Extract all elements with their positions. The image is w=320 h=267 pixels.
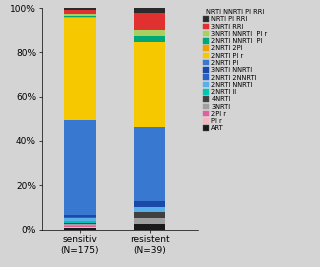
Legend: NRTI PI RRI, 3NRTI RRI, 3NRTI NNRTI  PI r, 2NRTI NNRTI  PI, 2NRTI 2PI, 2NRTI PI : NRTI PI RRI, 3NRTI RRI, 3NRTI NNRTI PI r… bbox=[203, 9, 268, 131]
Bar bbox=[134, 13, 165, 30]
Bar bbox=[134, 201, 165, 207]
Bar bbox=[134, 7, 165, 13]
Bar bbox=[134, 212, 165, 218]
Bar bbox=[64, 120, 96, 215]
Bar bbox=[64, 215, 96, 217]
Bar bbox=[134, 218, 165, 224]
Bar bbox=[134, 127, 165, 201]
Bar bbox=[64, 18, 96, 120]
Bar bbox=[134, 207, 165, 212]
Bar bbox=[134, 42, 165, 127]
Bar bbox=[64, 218, 96, 221]
Bar bbox=[64, 10, 96, 14]
Bar bbox=[64, 221, 96, 223]
Bar bbox=[64, 8, 96, 10]
Bar bbox=[134, 30, 165, 36]
Bar bbox=[64, 226, 96, 227]
Bar bbox=[64, 15, 96, 17]
Bar bbox=[64, 14, 96, 15]
Bar bbox=[134, 224, 165, 230]
Bar bbox=[64, 228, 96, 230]
Bar bbox=[64, 224, 96, 226]
Bar bbox=[64, 17, 96, 18]
Bar bbox=[64, 217, 96, 218]
Bar bbox=[64, 227, 96, 228]
Bar bbox=[134, 36, 165, 42]
Bar bbox=[64, 223, 96, 224]
